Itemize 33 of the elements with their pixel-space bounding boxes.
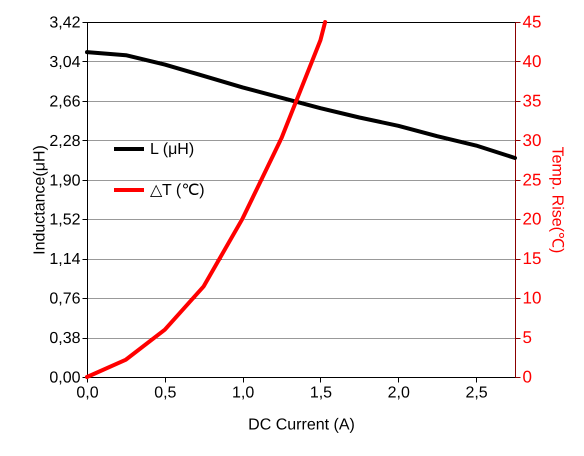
y2-tick-label: 45 [522,12,542,32]
y2-tick-label: 35 [522,91,542,110]
x-tick-label: 1,5 [310,384,332,402]
y-axis-title: Inductance(μH) [31,145,48,255]
y2-tick-label: 40 [522,52,542,71]
y-tick-label: 0,00 [49,370,81,386]
y-tick-label: 1,90 [49,172,81,190]
x-tick-label: 2,5 [465,384,488,402]
y2-tick-label: 0 [522,368,532,386]
x-tick-label: 1,0 [232,384,254,402]
legend-label: △T (℃) [150,182,205,199]
legend-label: L (μH) [150,141,194,158]
y2-axis-title: Temp. Rise(℃) [548,146,566,254]
x-tick-label: 0,5 [154,384,177,402]
y2-tick-label: 5 [522,328,532,348]
x-tick-label: 0,0 [76,384,99,402]
y-tick-label: 2,28 [49,132,81,150]
y-tick-label: 3,42 [49,14,81,32]
y-tick-label: 2,66 [49,93,81,110]
y-tick-label: 0,76 [49,290,81,308]
y-tick-label: 1,52 [49,212,81,229]
x-axis-title: DC Current (A) [248,416,355,434]
line-series [85,50,517,160]
y-tick-label: 0,38 [49,330,81,348]
y-tick-label: 1,14 [49,251,81,268]
y-tick-label: 3,04 [49,54,81,71]
y2-tick-label: 10 [522,288,542,308]
y2-tick-label: 30 [522,130,542,150]
y2-tick-label: 20 [522,210,542,229]
y2-tick-label: 25 [522,170,542,190]
x-tick-label: 2,0 [388,384,410,402]
line-series [85,20,328,379]
y2-tick-label: 15 [522,249,542,268]
